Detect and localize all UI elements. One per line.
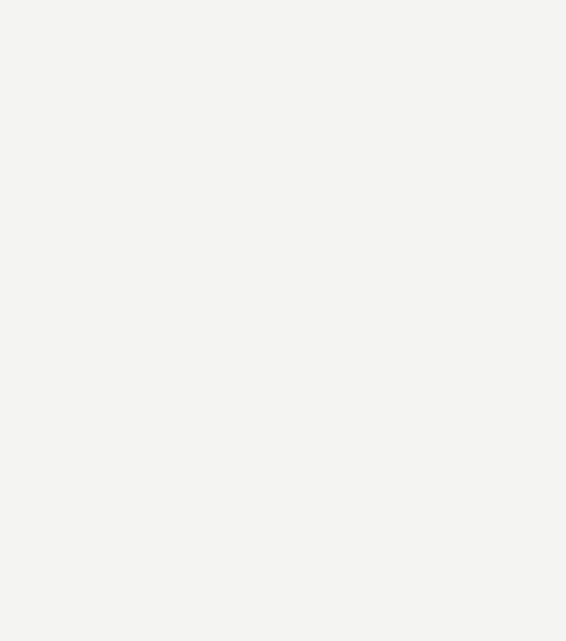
chart-page: Sfinkterrupturer spontanförlossning och … — [0, 0, 566, 641]
line-chart: Sfinkterrupturer spontanförlossning och … — [0, 0, 566, 641]
